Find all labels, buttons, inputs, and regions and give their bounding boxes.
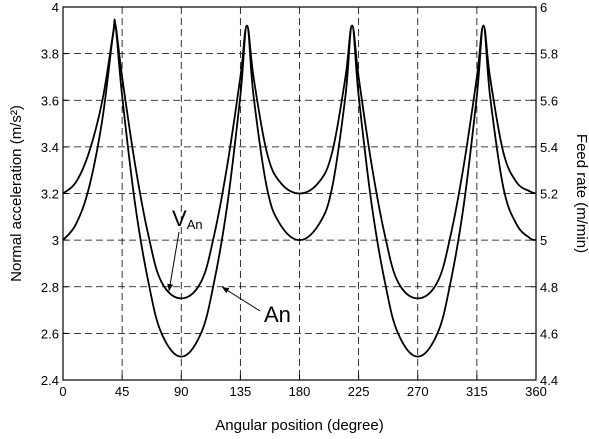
vana-label-sub: An bbox=[187, 217, 203, 232]
y-right-tick-label: 6 bbox=[540, 0, 547, 15]
y-left-tick-label: 3.4 bbox=[41, 140, 59, 155]
y-right-tick-label: 4.4 bbox=[540, 373, 558, 388]
y-right-tick-label: 5.4 bbox=[540, 140, 558, 155]
y-left-tick-label: 2.8 bbox=[41, 280, 59, 295]
tick-labels: 0 45 90 135 180 225 270 315 3602.42.62.833.23.43… bbox=[41, 0, 558, 399]
x-tick-label: 90 bbox=[174, 384, 188, 399]
y-right-tick-label: 4.6 bbox=[540, 326, 558, 341]
series-curves bbox=[62, 18, 537, 358]
x-tick-label: 225 bbox=[348, 384, 370, 399]
vana-leader-arrow bbox=[167, 231, 180, 292]
y-right-tick-label: 5 bbox=[540, 233, 547, 248]
y-left-tick-label: 3.8 bbox=[41, 47, 59, 62]
x-tick-label: 0 bbox=[59, 384, 66, 399]
x-tick-label: 45 bbox=[115, 384, 129, 399]
y-left-tick-label: 4 bbox=[52, 0, 59, 15]
an-leader-arrow bbox=[221, 286, 261, 312]
y-left-tick-label: 2.6 bbox=[41, 326, 59, 341]
y-left-tick-label: 3 bbox=[52, 233, 59, 248]
x-tick-label: 180 bbox=[289, 384, 311, 399]
y-left-tick-label: 2.4 bbox=[41, 373, 59, 388]
x-tick-label: 360 bbox=[525, 384, 547, 399]
an-label: An bbox=[264, 302, 291, 327]
y-right-tick-label: 4.8 bbox=[540, 280, 558, 295]
y-axis-right-label: Feed rate (m/min) bbox=[573, 134, 589, 253]
x-tick-label: 270 bbox=[407, 384, 429, 399]
x-tick-label: 315 bbox=[466, 384, 488, 399]
y-axis-left-label: Normal acceleration (m/s²) bbox=[8, 105, 25, 282]
y-right-tick-label: 5.2 bbox=[540, 187, 558, 202]
x-axis-label: Angular position (degree) bbox=[215, 417, 383, 434]
series-line-van bbox=[62, 20, 537, 300]
y-left-tick-label: 3.6 bbox=[41, 93, 59, 108]
y-right-tick-label: 5.8 bbox=[540, 47, 558, 62]
y-right-tick-label: 5.6 bbox=[540, 93, 558, 108]
vana-label-main: V bbox=[172, 206, 187, 231]
vana-label: VAn bbox=[172, 206, 203, 232]
series-line-an bbox=[62, 18, 537, 358]
x-tick-label: 135 bbox=[230, 384, 252, 399]
y-left-tick-label: 3.2 bbox=[41, 187, 59, 202]
